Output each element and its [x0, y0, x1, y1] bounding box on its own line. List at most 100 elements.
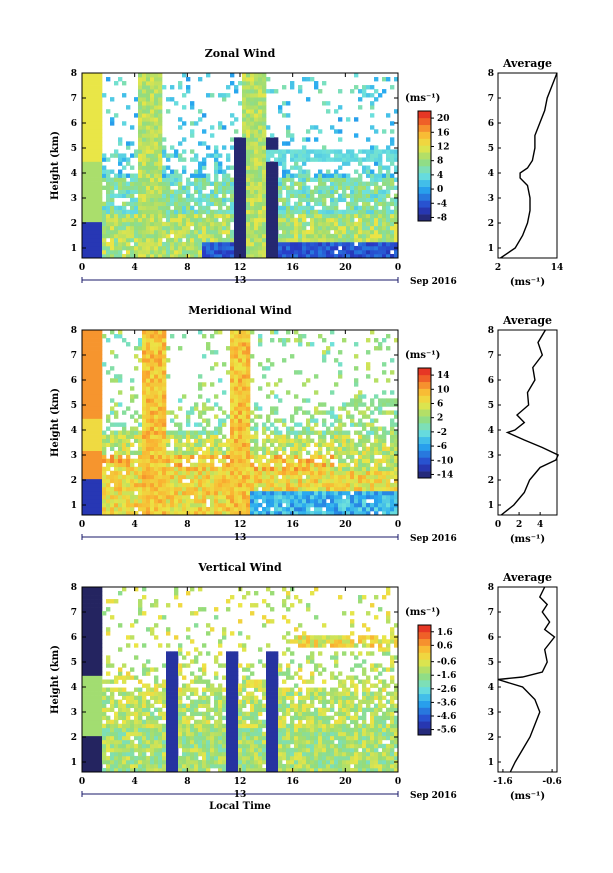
- heatmap-cell: [234, 189, 239, 194]
- heatmap-cell: [166, 410, 171, 415]
- heatmap-cell: [174, 241, 179, 247]
- heatmap-cell: [246, 418, 251, 423]
- heatmap-cell: [338, 506, 343, 512]
- heatmap-cell: [82, 77, 87, 82]
- heatmap-cell: [230, 382, 235, 387]
- heatmap-cell: [350, 201, 355, 207]
- heatmap-cell: [214, 189, 219, 194]
- heatmap-cell: [310, 454, 315, 460]
- heatmap-cell: [294, 330, 299, 335]
- heatmap-cell: [270, 470, 275, 476]
- heatmap-cell: [222, 209, 227, 215]
- heatmap-cell: [394, 490, 399, 496]
- heatmap-cell: [150, 201, 155, 207]
- heatmap-cell: [250, 470, 255, 476]
- heatmap-cell: [210, 350, 215, 355]
- heatmap-cell: [130, 430, 135, 435]
- heatmap-cell: [270, 430, 275, 435]
- heatmap-cell: [90, 446, 95, 451]
- heatmap-cell: [182, 213, 187, 219]
- heatmap-cell: [230, 137, 235, 142]
- heatmap-cell: [258, 149, 263, 154]
- heatmap-cell: [282, 161, 287, 166]
- heatmap-cell: [214, 510, 219, 516]
- heatmap-cell: [314, 430, 319, 435]
- heatmap-cell: [330, 241, 335, 247]
- heatmap-cell: [146, 81, 151, 86]
- heatmap-cell: [262, 454, 267, 460]
- heatmap-cell: [254, 113, 259, 118]
- heatmap-cell: [362, 197, 367, 203]
- heatmap-cell: [86, 655, 91, 660]
- heatmap-cell: [154, 205, 159, 211]
- heatmap-cell: [374, 229, 379, 235]
- heatmap-cell: [234, 149, 239, 154]
- heatmap-cell: [146, 149, 151, 154]
- heatmap-cell: [142, 153, 147, 158]
- heatmap-cell: [210, 249, 215, 255]
- heatmap-cell: [166, 458, 171, 464]
- heatmap-cell: [222, 474, 227, 480]
- heatmap-cell: [218, 506, 223, 512]
- heatmap-cell: [230, 374, 235, 379]
- heatmap-cell: [230, 213, 235, 219]
- heatmap-cell: [362, 502, 367, 508]
- heatmap-cell: [334, 490, 339, 496]
- heatmap-cell: [90, 422, 95, 427]
- heatmap-cell: [230, 410, 235, 415]
- heatmap-cell: [302, 237, 307, 243]
- heatmap-cell: [358, 502, 363, 508]
- heatmap-cell: [86, 466, 91, 472]
- heatmap-cell: [138, 109, 143, 114]
- heatmap-cell: [150, 109, 155, 114]
- heatmap-cell: [98, 73, 103, 78]
- heatmap-cell: [234, 398, 239, 403]
- heatmap-cell: [374, 129, 379, 134]
- heatmap-cell: [86, 607, 91, 612]
- heatmap-cell: [238, 350, 243, 355]
- heatmap-cell: [202, 470, 207, 476]
- heatmap-cell: [390, 253, 395, 259]
- heatmap-cell: [218, 482, 223, 488]
- heatmap-cell: [270, 338, 275, 343]
- heatmap-cell: [98, 470, 103, 476]
- heatmap-cell: [226, 197, 231, 203]
- heatmap-cell: [106, 157, 111, 162]
- heatmap-cell: [118, 390, 123, 395]
- heatmap-cell: [386, 502, 391, 508]
- heatmap-cell: [374, 145, 379, 150]
- heatmap-cell: [326, 506, 331, 512]
- heatmap-cell: [262, 229, 267, 235]
- heatmap-cell: [306, 342, 311, 347]
- heatmap-cell: [298, 482, 303, 488]
- heatmap-cell: [186, 221, 191, 227]
- heatmap-cell: [178, 346, 183, 351]
- heatmap-cell: [238, 382, 243, 387]
- heatmap-cell: [158, 225, 163, 231]
- heatmap-cell: [346, 149, 351, 154]
- heatmap-cell: [394, 205, 399, 211]
- heatmap-cell: [314, 233, 319, 239]
- heatmap-cell: [130, 153, 135, 158]
- heatmap-cell: [162, 173, 167, 178]
- heatmap-cell: [242, 458, 247, 464]
- heatmap-cell: [390, 121, 395, 126]
- heatmap-cell: [114, 233, 119, 239]
- heatmap-cell: [294, 181, 299, 186]
- heatmap-cell: [170, 193, 175, 199]
- heatmap-cell: [326, 249, 331, 255]
- heatmap-cell: [350, 217, 355, 223]
- heatmap-cell: [134, 233, 139, 239]
- heatmap-cell: [246, 466, 251, 472]
- heatmap-cell: [274, 217, 279, 223]
- heatmap-cell: [102, 474, 107, 480]
- heatmap-cell: [194, 173, 199, 178]
- heatmap-cell: [158, 161, 163, 166]
- heatmap-cell: [138, 502, 143, 508]
- heatmap-cell: [238, 346, 243, 351]
- heatmap-cell: [318, 153, 323, 158]
- heatmap-cell: [138, 93, 143, 98]
- heatmap-cell: [230, 73, 235, 78]
- heatmap-cell: [322, 422, 327, 427]
- heatmap-cell: [158, 418, 163, 423]
